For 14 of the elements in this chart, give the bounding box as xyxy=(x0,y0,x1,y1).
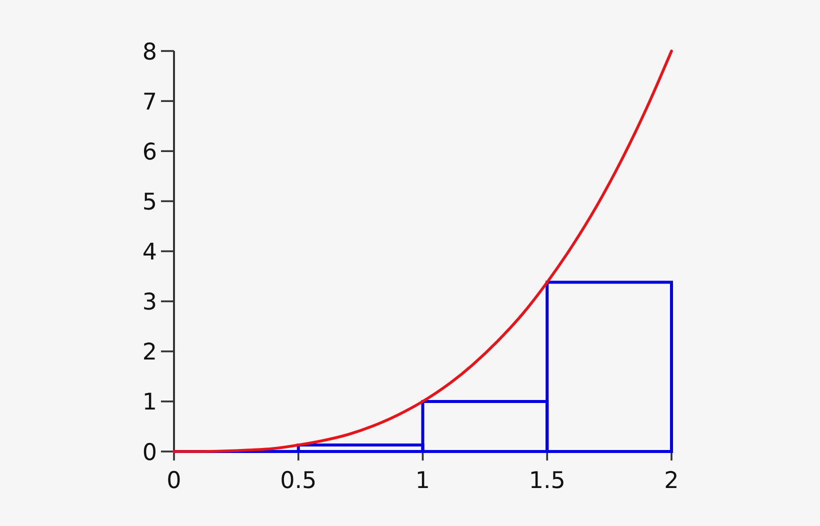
x-tick-label: 2 xyxy=(664,468,679,494)
y-tick-label: 3 xyxy=(142,290,157,316)
x-tick-label: 0.5 xyxy=(280,468,317,494)
y-tick-label: 1 xyxy=(142,390,157,416)
x-tick-label: 1.5 xyxy=(528,468,566,494)
y-tick-label: 2 xyxy=(142,340,157,366)
x-tick-label: 1 xyxy=(415,468,430,494)
y-tick-label: 6 xyxy=(142,139,157,166)
y-tick-label: 0 xyxy=(142,440,157,466)
y-tick-label: 5 xyxy=(142,189,157,216)
y-tick-label: 8 xyxy=(142,39,157,66)
y-tick-label: 7 xyxy=(142,89,157,116)
y-tick-label: 4 xyxy=(142,240,157,266)
x-tick-label: 0 xyxy=(166,468,182,494)
